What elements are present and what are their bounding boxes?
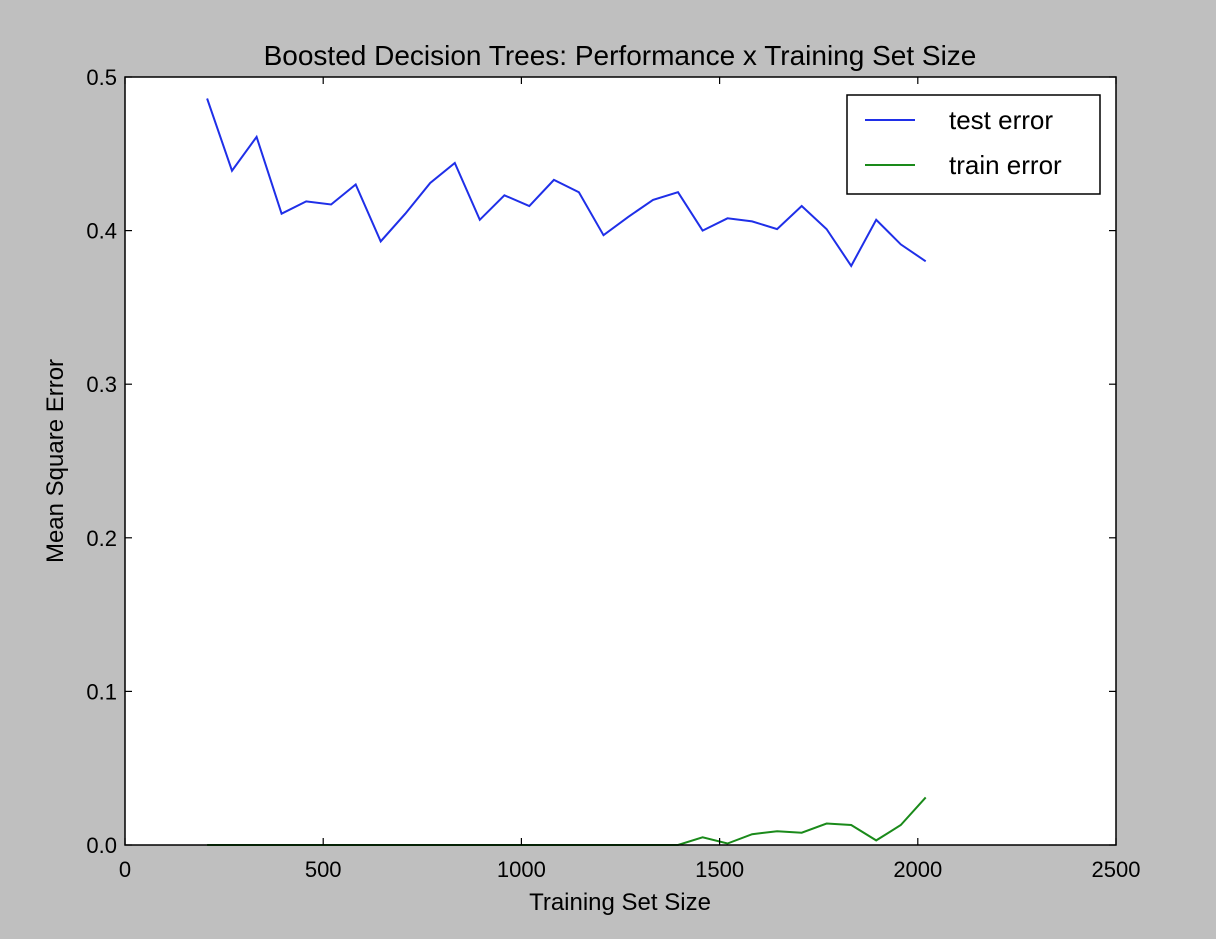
y-axis-label: Mean Square Error [42,359,69,563]
plot-frame [124,76,1117,846]
y-tick-label: 0.4 [86,219,117,244]
y-tick-label: 0.0 [86,833,117,858]
x-axis-label: Training Set Size [529,889,711,916]
x-tick-label: 2000 [893,857,942,882]
x-tick-label: 500 [305,857,342,882]
chart-title: Boosted Decision Trees: Performance x Tr… [264,40,977,71]
tick-layer: 0 500 1000 1500 2000 2500 0.0 0.1 0.2 0.3 0.4 0.5 [86,65,1140,882]
x-tick-label: 1500 [695,857,744,882]
series-line-test-error [206,98,927,268]
x-tick-label: 1000 [497,857,546,882]
y-tick-label: 0.1 [86,679,117,704]
legend-label-test-error: test error [949,105,1053,135]
plot-area [125,77,1116,845]
x-tick-label: 2500 [1092,857,1141,882]
y-tick-label: 0.5 [86,65,117,90]
legend-label-train-error: train error [949,150,1062,180]
y-tick-label: 0.3 [86,372,117,397]
x-tick-label: 0 [119,857,131,882]
y-tick-label: 0.2 [86,526,117,551]
legend-box [846,94,1101,195]
legend: test error train error [846,94,1101,195]
